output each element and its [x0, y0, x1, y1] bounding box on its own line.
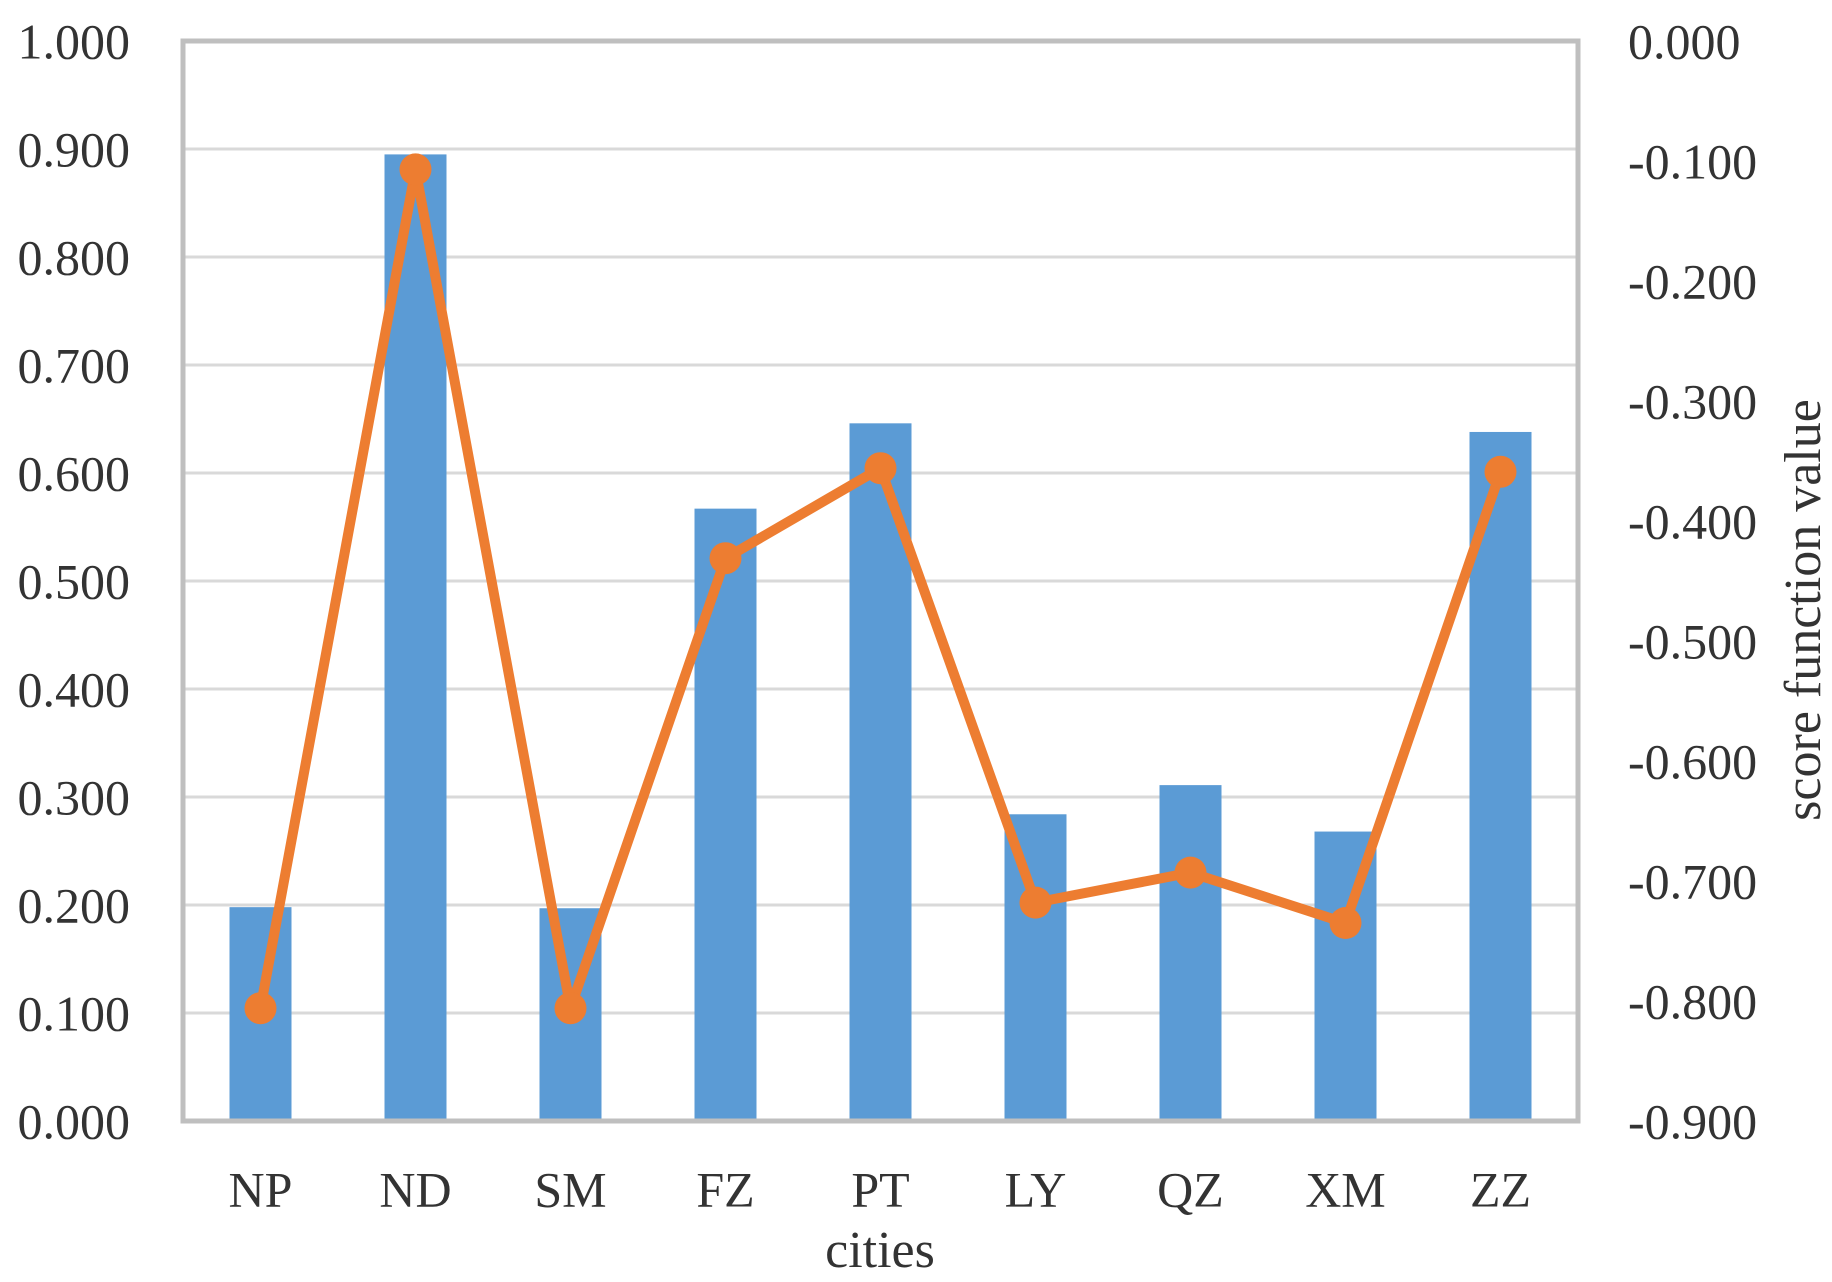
right-tick-0.000: 0.000 — [1628, 14, 1741, 70]
marker-PT — [864, 452, 897, 485]
marker-LY — [1019, 886, 1052, 919]
marker-QZ — [1174, 856, 1207, 889]
right-tick--0.700: -0.700 — [1628, 854, 1757, 910]
left-tick-0.300: 0.300 — [18, 770, 131, 826]
category-label-PT: PT — [851, 1162, 909, 1218]
marker-ZZ — [1484, 455, 1517, 488]
category-label-ND: ND — [379, 1162, 451, 1218]
marker-ND — [399, 153, 432, 186]
right-tick--0.200: -0.200 — [1628, 254, 1757, 310]
left-tick-0.500: 0.500 — [18, 554, 131, 610]
marker-XM — [1329, 907, 1362, 939]
category-label-XM: XM — [1305, 1162, 1386, 1218]
right-tick--0.500: -0.500 — [1628, 614, 1757, 670]
left-tick-0.700: 0.700 — [18, 338, 131, 394]
right-tick--0.400: -0.400 — [1628, 494, 1757, 550]
bar-QZ — [1159, 785, 1222, 1121]
right-tick--0.800: -0.800 — [1628, 974, 1757, 1030]
marker-NP — [244, 992, 277, 1025]
left-tick-0.000: 0.000 — [18, 1094, 131, 1150]
right-tick--0.100: -0.100 — [1628, 134, 1757, 190]
bar-FZ — [694, 508, 757, 1121]
category-label-ZZ: ZZ — [1470, 1162, 1531, 1218]
category-label-LY: LY — [1005, 1162, 1067, 1218]
left-tick-1.000: 1.000 — [18, 14, 131, 70]
right-tick--0.600: -0.600 — [1628, 734, 1757, 790]
left-tick-0.200: 0.200 — [18, 878, 131, 934]
marker-FZ — [709, 542, 742, 575]
bar-LY — [1004, 814, 1067, 1121]
line-series — [244, 153, 1517, 1025]
left-tick-0.600: 0.600 — [18, 446, 131, 502]
left-tick-0.800: 0.800 — [18, 230, 131, 286]
bar-ND — [384, 154, 447, 1121]
category-label-QZ: QZ — [1157, 1162, 1224, 1218]
left-tick-0.900: 0.900 — [18, 122, 131, 178]
marker-SM — [554, 992, 587, 1025]
right-axis-title: score function value — [1775, 399, 1832, 821]
category-label-NP: NP — [229, 1162, 293, 1218]
left-tick-0.100: 0.100 — [18, 986, 131, 1042]
right-tick--0.900: -0.900 — [1628, 1094, 1757, 1150]
x-axis-category-labels: NP ND SM FZ PT LY QZ XM ZZ — [229, 1162, 1532, 1218]
category-label-FZ: FZ — [696, 1162, 754, 1218]
right-tick--0.300: -0.300 — [1628, 374, 1757, 430]
left-tick-0.400: 0.400 — [18, 662, 131, 718]
bar-XM — [1314, 831, 1377, 1121]
right-axis-tick-labels: 0.000 -0.100 -0.200 -0.300 -0.400 -0.500 -0.60… — [1628, 14, 1757, 1150]
plot-border — [180, 38, 1581, 1124]
bar-series — [229, 154, 1532, 1122]
x-axis-title: cities — [825, 1222, 935, 1279]
left-axis-tick-labels: 0.000 0.100 0.200 0.300 0.400 0.500 0.600 0.700… — [18, 14, 131, 1150]
category-label-SM: SM — [534, 1162, 606, 1218]
